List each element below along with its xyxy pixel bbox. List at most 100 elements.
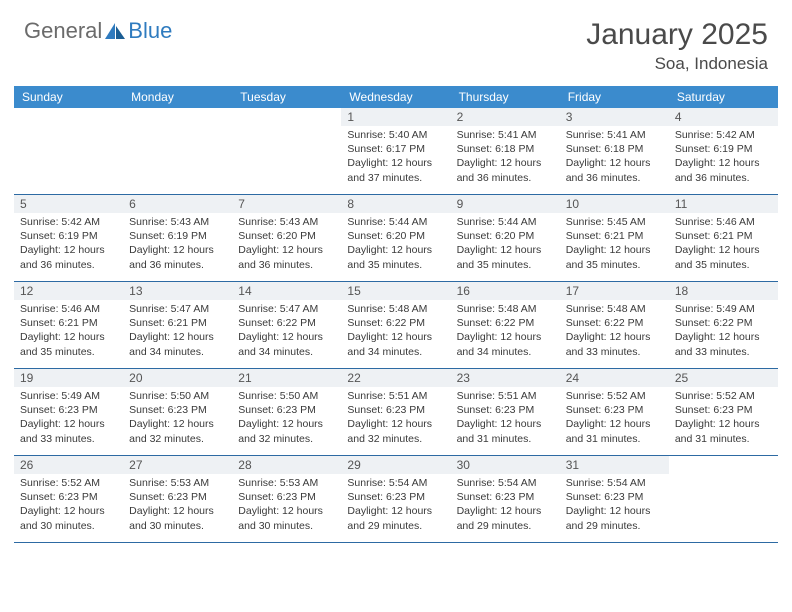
- day-cell: 17Sunrise: 5:48 AMSunset: 6:22 PMDayligh…: [560, 282, 669, 368]
- day-number: 13: [123, 282, 232, 300]
- sunset-line: Sunset: 6:22 PM: [238, 316, 335, 330]
- sunrise-line: Sunrise: 5:42 AM: [675, 128, 772, 142]
- sunrise-line: Sunrise: 5:49 AM: [20, 389, 117, 403]
- day-number: 1: [341, 108, 450, 126]
- logo-sail-icon: [104, 22, 126, 40]
- day-body: Sunrise: 5:48 AMSunset: 6:22 PMDaylight:…: [341, 300, 450, 363]
- day-number: 8: [341, 195, 450, 213]
- sunrise-line: Sunrise: 5:51 AM: [347, 389, 444, 403]
- day-number: 18: [669, 282, 778, 300]
- day-number: 10: [560, 195, 669, 213]
- daylight-line: Daylight: 12 hours and 32 minutes.: [238, 417, 335, 445]
- day-body: Sunrise: 5:52 AMSunset: 6:23 PMDaylight:…: [669, 387, 778, 450]
- day-number: 27: [123, 456, 232, 474]
- daylight-line: Daylight: 12 hours and 33 minutes.: [20, 417, 117, 445]
- day-cell: 24Sunrise: 5:52 AMSunset: 6:23 PMDayligh…: [560, 369, 669, 455]
- sunset-line: Sunset: 6:21 PM: [20, 316, 117, 330]
- daylight-line: Daylight: 12 hours and 35 minutes.: [566, 243, 663, 271]
- day-number: 15: [341, 282, 450, 300]
- day-cell: 6Sunrise: 5:43 AMSunset: 6:19 PMDaylight…: [123, 195, 232, 281]
- daylight-line: Daylight: 12 hours and 36 minutes.: [238, 243, 335, 271]
- daylight-line: Daylight: 12 hours and 32 minutes.: [347, 417, 444, 445]
- day-cell: 3Sunrise: 5:41 AMSunset: 6:18 PMDaylight…: [560, 108, 669, 194]
- sunset-line: Sunset: 6:23 PM: [675, 403, 772, 417]
- day-cell: .: [123, 108, 232, 194]
- sunset-line: Sunset: 6:20 PM: [347, 229, 444, 243]
- day-body: Sunrise: 5:48 AMSunset: 6:22 PMDaylight:…: [451, 300, 560, 363]
- week-row: 5Sunrise: 5:42 AMSunset: 6:19 PMDaylight…: [14, 195, 778, 282]
- day-body: Sunrise: 5:47 AMSunset: 6:21 PMDaylight:…: [123, 300, 232, 363]
- day-number: 25: [669, 369, 778, 387]
- daylight-line: Daylight: 12 hours and 35 minutes.: [675, 243, 772, 271]
- day-body: Sunrise: 5:43 AMSunset: 6:19 PMDaylight:…: [123, 213, 232, 276]
- day-of-week-cell: Wednesday: [341, 86, 450, 108]
- daylight-line: Daylight: 12 hours and 36 minutes.: [566, 156, 663, 184]
- sunset-line: Sunset: 6:23 PM: [20, 490, 117, 504]
- sunset-line: Sunset: 6:23 PM: [347, 490, 444, 504]
- day-body: Sunrise: 5:54 AMSunset: 6:23 PMDaylight:…: [451, 474, 560, 537]
- sunrise-line: Sunrise: 5:54 AM: [347, 476, 444, 490]
- day-number: 28: [232, 456, 341, 474]
- daylight-line: Daylight: 12 hours and 36 minutes.: [20, 243, 117, 271]
- week-row: 12Sunrise: 5:46 AMSunset: 6:21 PMDayligh…: [14, 282, 778, 369]
- title-block: January 2025 Soa, Indonesia: [586, 18, 768, 74]
- day-body: Sunrise: 5:50 AMSunset: 6:23 PMDaylight:…: [232, 387, 341, 450]
- sunrise-line: Sunrise: 5:50 AM: [238, 389, 335, 403]
- week-row: 26Sunrise: 5:52 AMSunset: 6:23 PMDayligh…: [14, 456, 778, 543]
- sunset-line: Sunset: 6:23 PM: [20, 403, 117, 417]
- day-number: 11: [669, 195, 778, 213]
- daylight-line: Daylight: 12 hours and 33 minutes.: [675, 330, 772, 358]
- day-of-week-cell: Friday: [560, 86, 669, 108]
- daylight-line: Daylight: 12 hours and 36 minutes.: [675, 156, 772, 184]
- sunrise-line: Sunrise: 5:48 AM: [347, 302, 444, 316]
- day-cell: 27Sunrise: 5:53 AMSunset: 6:23 PMDayligh…: [123, 456, 232, 542]
- daylight-line: Daylight: 12 hours and 30 minutes.: [20, 504, 117, 532]
- day-cell: 12Sunrise: 5:46 AMSunset: 6:21 PMDayligh…: [14, 282, 123, 368]
- day-cell: 23Sunrise: 5:51 AMSunset: 6:23 PMDayligh…: [451, 369, 560, 455]
- sunset-line: Sunset: 6:22 PM: [566, 316, 663, 330]
- day-body: Sunrise: 5:51 AMSunset: 6:23 PMDaylight:…: [341, 387, 450, 450]
- day-body: Sunrise: 5:41 AMSunset: 6:18 PMDaylight:…: [451, 126, 560, 189]
- daylight-line: Daylight: 12 hours and 34 minutes.: [347, 330, 444, 358]
- sunrise-line: Sunrise: 5:44 AM: [457, 215, 554, 229]
- sunrise-line: Sunrise: 5:43 AM: [238, 215, 335, 229]
- sunrise-line: Sunrise: 5:46 AM: [675, 215, 772, 229]
- calendar: SundayMondayTuesdayWednesdayThursdayFrid…: [0, 80, 792, 543]
- day-body: Sunrise: 5:49 AMSunset: 6:23 PMDaylight:…: [14, 387, 123, 450]
- day-number: 22: [341, 369, 450, 387]
- day-body: Sunrise: 5:54 AMSunset: 6:23 PMDaylight:…: [341, 474, 450, 537]
- day-cell: 31Sunrise: 5:54 AMSunset: 6:23 PMDayligh…: [560, 456, 669, 542]
- month-title: January 2025: [586, 18, 768, 52]
- sunset-line: Sunset: 6:20 PM: [457, 229, 554, 243]
- week-row: ...1Sunrise: 5:40 AMSunset: 6:17 PMDayli…: [14, 108, 778, 195]
- day-number: 21: [232, 369, 341, 387]
- daylight-line: Daylight: 12 hours and 36 minutes.: [457, 156, 554, 184]
- sunrise-line: Sunrise: 5:54 AM: [457, 476, 554, 490]
- day-number: 30: [451, 456, 560, 474]
- day-number: 2: [451, 108, 560, 126]
- daylight-line: Daylight: 12 hours and 30 minutes.: [129, 504, 226, 532]
- daylight-line: Daylight: 12 hours and 34 minutes.: [238, 330, 335, 358]
- sunrise-line: Sunrise: 5:41 AM: [566, 128, 663, 142]
- sunrise-line: Sunrise: 5:40 AM: [347, 128, 444, 142]
- sunset-line: Sunset: 6:20 PM: [238, 229, 335, 243]
- week-row: 19Sunrise: 5:49 AMSunset: 6:23 PMDayligh…: [14, 369, 778, 456]
- daylight-line: Daylight: 12 hours and 31 minutes.: [675, 417, 772, 445]
- location: Soa, Indonesia: [586, 54, 768, 74]
- day-number: 19: [14, 369, 123, 387]
- sunset-line: Sunset: 6:23 PM: [457, 490, 554, 504]
- day-cell: 5Sunrise: 5:42 AMSunset: 6:19 PMDaylight…: [14, 195, 123, 281]
- sunrise-line: Sunrise: 5:41 AM: [457, 128, 554, 142]
- day-body: Sunrise: 5:41 AMSunset: 6:18 PMDaylight:…: [560, 126, 669, 189]
- daylight-line: Daylight: 12 hours and 29 minutes.: [347, 504, 444, 532]
- sunset-line: Sunset: 6:19 PM: [20, 229, 117, 243]
- day-cell: 15Sunrise: 5:48 AMSunset: 6:22 PMDayligh…: [341, 282, 450, 368]
- day-cell: 18Sunrise: 5:49 AMSunset: 6:22 PMDayligh…: [669, 282, 778, 368]
- logo: General Blue: [24, 18, 172, 44]
- sunrise-line: Sunrise: 5:52 AM: [675, 389, 772, 403]
- day-body: Sunrise: 5:54 AMSunset: 6:23 PMDaylight:…: [560, 474, 669, 537]
- day-body: Sunrise: 5:46 AMSunset: 6:21 PMDaylight:…: [669, 213, 778, 276]
- day-cell: .: [669, 456, 778, 542]
- day-cell: .: [232, 108, 341, 194]
- sunset-line: Sunset: 6:23 PM: [566, 490, 663, 504]
